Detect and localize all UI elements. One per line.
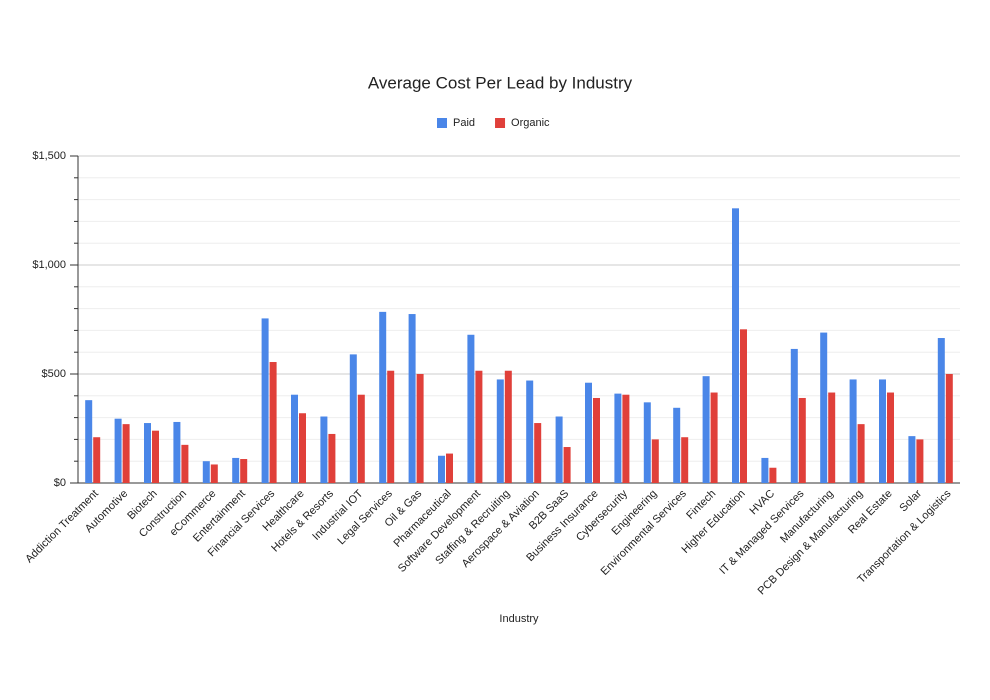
y-tick-label: $1,000	[32, 259, 66, 271]
bar	[299, 413, 306, 483]
bar	[908, 436, 916, 483]
bar	[416, 374, 424, 483]
y-tick-label: $0	[54, 477, 66, 489]
bar	[349, 354, 357, 483]
bar	[328, 433, 336, 483]
bar	[152, 430, 159, 483]
bar	[555, 416, 563, 483]
y-tick-label: $1,500	[32, 150, 66, 162]
bar	[790, 348, 798, 483]
bar	[673, 407, 681, 483]
bar	[643, 402, 651, 483]
bar	[291, 394, 298, 483]
bar	[357, 394, 365, 483]
legend-label: Paid	[453, 117, 475, 129]
bar	[740, 329, 747, 483]
bar	[210, 464, 218, 483]
bar	[320, 416, 328, 483]
bar	[916, 439, 924, 483]
bar	[681, 437, 689, 483]
bar	[702, 376, 710, 483]
bar	[467, 334, 475, 483]
bar	[593, 397, 600, 483]
bar	[408, 314, 416, 483]
bar	[879, 379, 886, 483]
y-tick-label: $500	[42, 368, 66, 380]
bar	[651, 439, 659, 483]
bar	[387, 370, 395, 483]
bar	[732, 208, 739, 483]
bar	[945, 374, 953, 483]
bar	[585, 382, 592, 483]
bar	[446, 453, 453, 483]
legend-swatch	[495, 118, 506, 128]
bar	[114, 418, 122, 483]
bar	[269, 362, 277, 483]
bar	[181, 444, 189, 483]
bar	[937, 338, 945, 483]
bar	[379, 311, 387, 483]
bar	[622, 394, 630, 483]
bar	[887, 392, 894, 483]
bar	[232, 457, 240, 483]
bar	[261, 318, 269, 483]
bar	[857, 424, 865, 483]
bar	[144, 423, 151, 483]
legend-swatch	[437, 118, 447, 128]
bar	[526, 380, 534, 483]
x-tick-label: Solar	[897, 487, 924, 514]
bar	[475, 370, 483, 483]
bar	[534, 423, 542, 483]
bar	[828, 392, 836, 483]
legend-label: Organic	[511, 117, 550, 129]
bar	[173, 421, 181, 483]
bar	[849, 379, 857, 483]
bar	[820, 332, 828, 483]
bar	[710, 392, 718, 483]
x-axis-title: Industry	[499, 613, 539, 625]
bar	[769, 467, 777, 483]
bar	[202, 461, 210, 483]
chart-title: Average Cost Per Lead by Industry	[368, 73, 633, 92]
bar	[496, 379, 504, 483]
bar	[504, 370, 512, 483]
bar	[438, 455, 445, 483]
bar	[614, 393, 622, 483]
bar	[85, 400, 93, 483]
bar	[798, 397, 806, 483]
bar	[761, 457, 769, 483]
bar	[122, 424, 130, 483]
bar	[563, 447, 571, 483]
bar	[93, 437, 101, 483]
bar	[240, 459, 248, 483]
